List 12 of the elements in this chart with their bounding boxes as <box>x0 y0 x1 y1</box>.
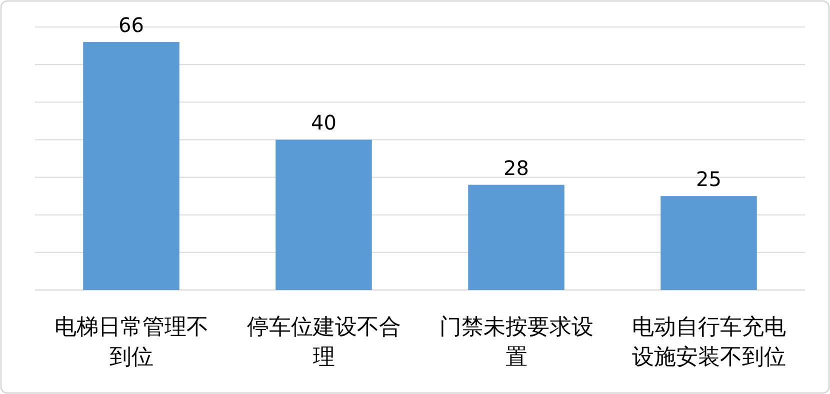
data-label: 28 <box>504 156 529 180</box>
x-tick-label: 电动自行车充电设施安装不到位 <box>632 315 786 370</box>
x-tick-label: 门禁未按要求设置 <box>439 315 594 370</box>
x-tick-label: 电梯日常管理不到位 <box>54 315 208 370</box>
data-label: 66 <box>118 13 144 38</box>
bar <box>468 184 564 290</box>
bar <box>660 196 757 290</box>
x-tick-label: 停车位建设不合理 <box>246 315 401 370</box>
bar <box>276 140 372 290</box>
bar <box>83 42 180 290</box>
data-label: 40 <box>311 110 336 135</box>
data-label: 25 <box>696 167 722 192</box>
